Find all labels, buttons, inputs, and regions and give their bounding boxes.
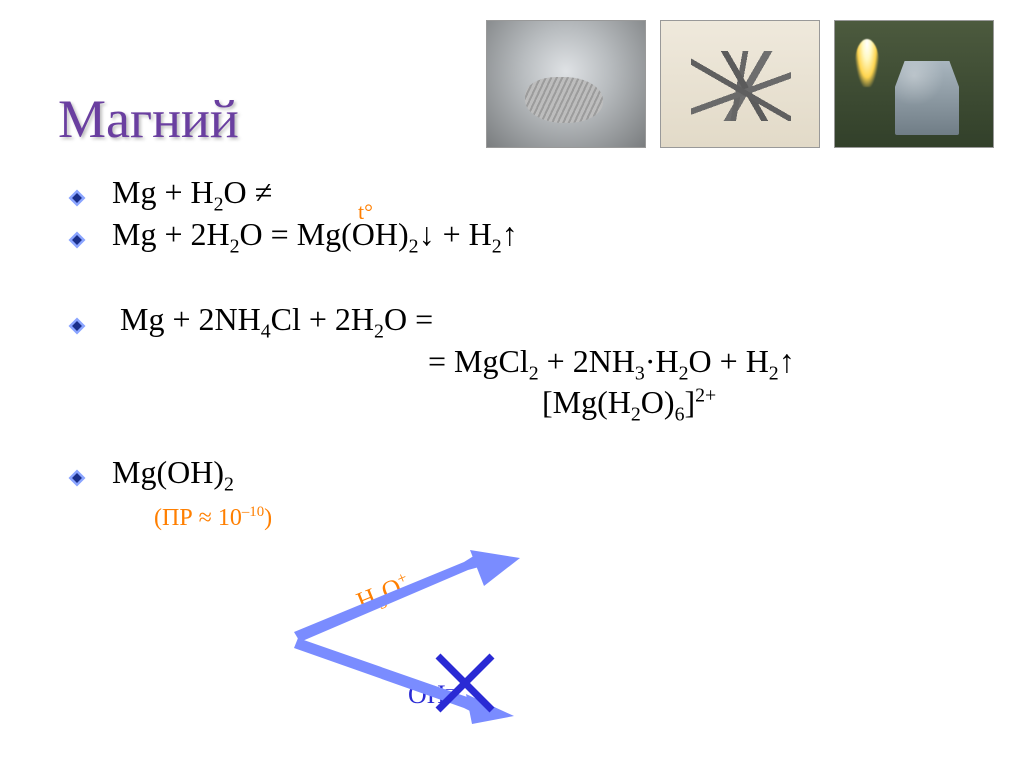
diamond-bullet-icon [68, 189, 86, 207]
eq-text: Mg + H2O ≠ [112, 174, 272, 210]
eq-text: = MgCl2 + 2NH3·H2O + H2↑ [428, 343, 795, 379]
cross-out-icon [430, 648, 510, 728]
complex-ion: [Mg(H2O)6]2+ [68, 386, 795, 420]
equation-4: Mg(OH)2 [68, 456, 795, 490]
diamond-bullet-icon [68, 469, 86, 487]
slide-title: Магний [58, 88, 239, 150]
image-row [486, 20, 994, 148]
equation-3b: = MgCl2 + 2NH3·H2O + H2↑ [68, 345, 795, 379]
solubility-product: (ПР ≈ 10–10) [68, 498, 795, 532]
pr-text: (ПР ≈ 10–10) [154, 505, 272, 531]
eq-text: Mg(OH)2 [112, 454, 234, 490]
magnesium-strips-photo [660, 20, 820, 148]
diamond-bullet-icon [68, 231, 86, 249]
equation-3: Mg + 2NH4Cl + 2H2O = [68, 303, 795, 337]
eq-text: Mg + 2H2O = Mg(OH)2↓ + H2↑ [112, 216, 518, 252]
eq-text: Mg + 2NH4Cl + 2H2O = [112, 301, 433, 337]
eq-text: [Mg(H2O)6]2+ [542, 384, 716, 420]
equation-1: Mg + H2O ≠ t° [68, 176, 795, 210]
magnesium-powder-photo [486, 20, 646, 148]
magnesium-burning-photo [834, 20, 994, 148]
equations-block: Mg + H2O ≠ t° Mg + 2H2O = Mg(OH)2↓ + H2↑… [68, 176, 795, 539]
equation-2: Mg + 2H2O = Mg(OH)2↓ + H2↑ [68, 218, 795, 252]
diamond-bullet-icon [68, 317, 86, 335]
